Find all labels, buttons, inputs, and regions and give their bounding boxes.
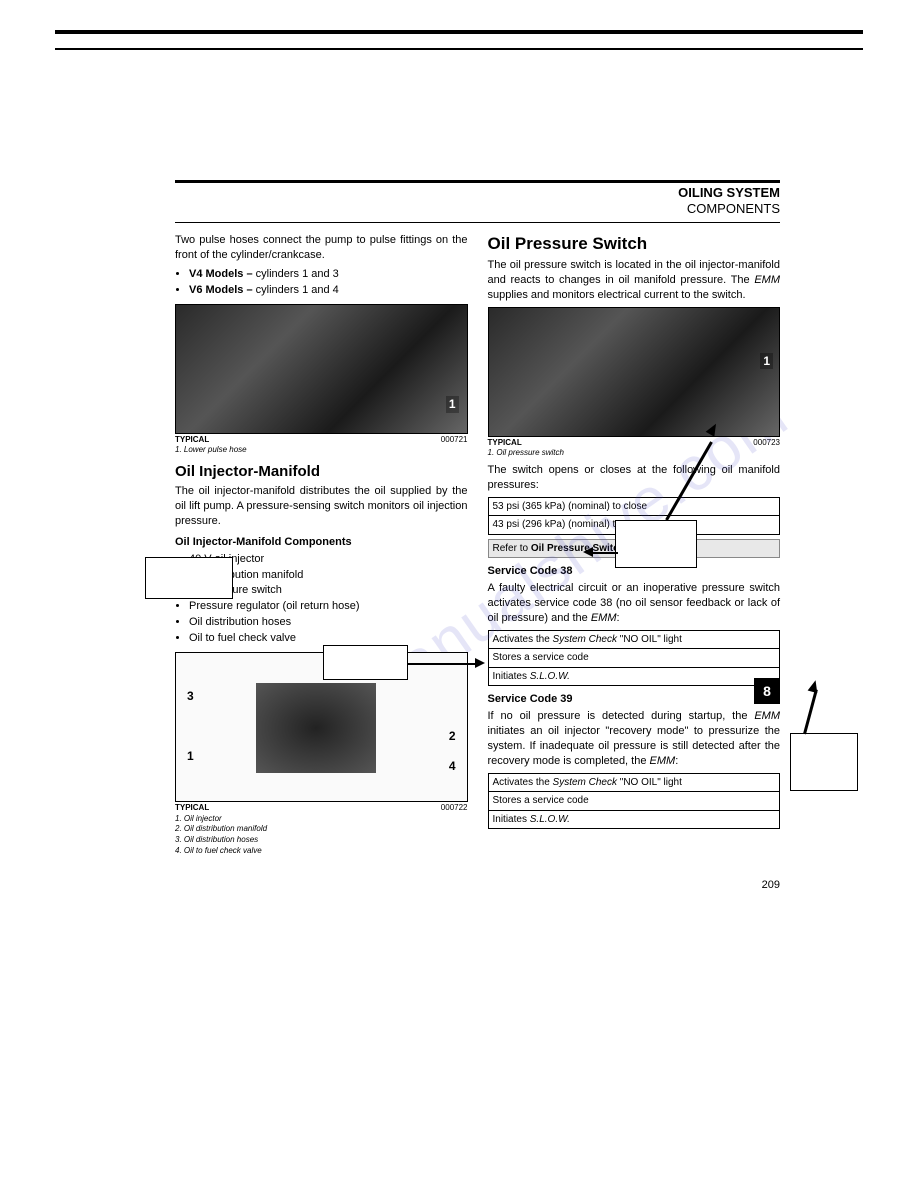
section-tab: 8 <box>754 678 780 704</box>
figure-caption: 1. Oil pressure switch <box>488 448 781 459</box>
body-para: The oil injector-manifold distributes th… <box>175 484 468 529</box>
header-subtitle: COMPONENTS <box>687 201 780 216</box>
left-column: Two pulse hoses connect the pump to puls… <box>175 233 468 861</box>
figure-typical-label: TYPICAL <box>175 435 209 446</box>
section-heading: Oil Pressure Switch <box>488 233 781 256</box>
table-row: Stores a service code <box>488 792 780 811</box>
figure-code: 000722 <box>441 803 468 814</box>
header-title: OILING SYSTEM <box>678 185 780 200</box>
actions-table: Activates the System Check "NO OIL" ligh… <box>488 630 781 687</box>
manual-page: OILING SYSTEM COMPONENTS manualshive.com… <box>175 180 780 861</box>
table-row: Stores a service code <box>488 649 780 668</box>
body-para: The switch opens or closes at the follow… <box>488 463 781 493</box>
models-list: V4 Models – cylinders 1 and 3 V6 Models … <box>175 267 468 298</box>
annotation-box <box>145 557 233 599</box>
arrow-icon <box>590 552 618 554</box>
section-heading: Oil Injector-Manifold <box>175 462 468 482</box>
figure-caption: 1. Oil injector 2. Oil distribution mani… <box>175 814 468 857</box>
arrow-head-icon <box>583 547 593 557</box>
intro-para: Two pulse hoses connect the pump to puls… <box>175 233 468 263</box>
page-number: 209 <box>762 879 780 891</box>
arrow-head-icon <box>475 658 485 668</box>
list-item: V4 Models – cylinders 1 and 3 <box>189 267 468 282</box>
body-para: The oil pressure switch is located in th… <box>488 258 781 303</box>
body-para: If no oil pressure is detected during st… <box>488 709 781 768</box>
subsection-heading: Service Code 39 <box>488 692 781 707</box>
table-row: 53 psi (365 kPa) (nominal) to close <box>488 497 780 516</box>
list-item: Oil distribution hoses <box>189 615 468 630</box>
annotation-box <box>790 733 858 791</box>
annotation-box <box>615 520 697 568</box>
table-row: Activates the System Check "NO OIL" ligh… <box>488 773 780 792</box>
arrow-icon <box>408 663 478 665</box>
figure-code: 000723 <box>753 438 780 449</box>
page-header: OILING SYSTEM COMPONENTS <box>175 185 780 216</box>
table-row: Activates the System Check "NO OIL" ligh… <box>488 630 780 649</box>
annotation-box <box>323 645 408 680</box>
table-row: Initiates S.L.O.W. <box>488 810 780 829</box>
figure-caption: 1. Lower pulse hose <box>175 445 468 456</box>
figure-pressure-switch: 1 <box>488 307 781 437</box>
body-para: A faulty electrical circuit or an inoper… <box>488 581 781 626</box>
list-item: Pressure regulator (oil return hose) <box>189 599 468 614</box>
figure-code: 000721 <box>441 435 468 446</box>
table-row: Initiates S.L.O.W. <box>488 667 780 686</box>
figure-injector-manifold: 3 1 2 4 <box>175 652 468 802</box>
list-item: V6 Models – cylinders 1 and 4 <box>189 283 468 298</box>
figure-typical-label: TYPICAL <box>175 803 209 814</box>
figure-pulse-hose: 1 <box>175 304 468 434</box>
arrow-head-icon <box>808 679 821 693</box>
actions-table: Activates the System Check "NO OIL" ligh… <box>488 773 781 830</box>
outer-header-rule <box>55 30 863 50</box>
list-item: Oil to fuel check valve <box>189 631 468 646</box>
figure-typical-label: TYPICAL <box>488 438 522 449</box>
subsection-heading: Oil Injector-Manifold Components <box>175 535 468 550</box>
arrow-icon <box>803 689 818 734</box>
